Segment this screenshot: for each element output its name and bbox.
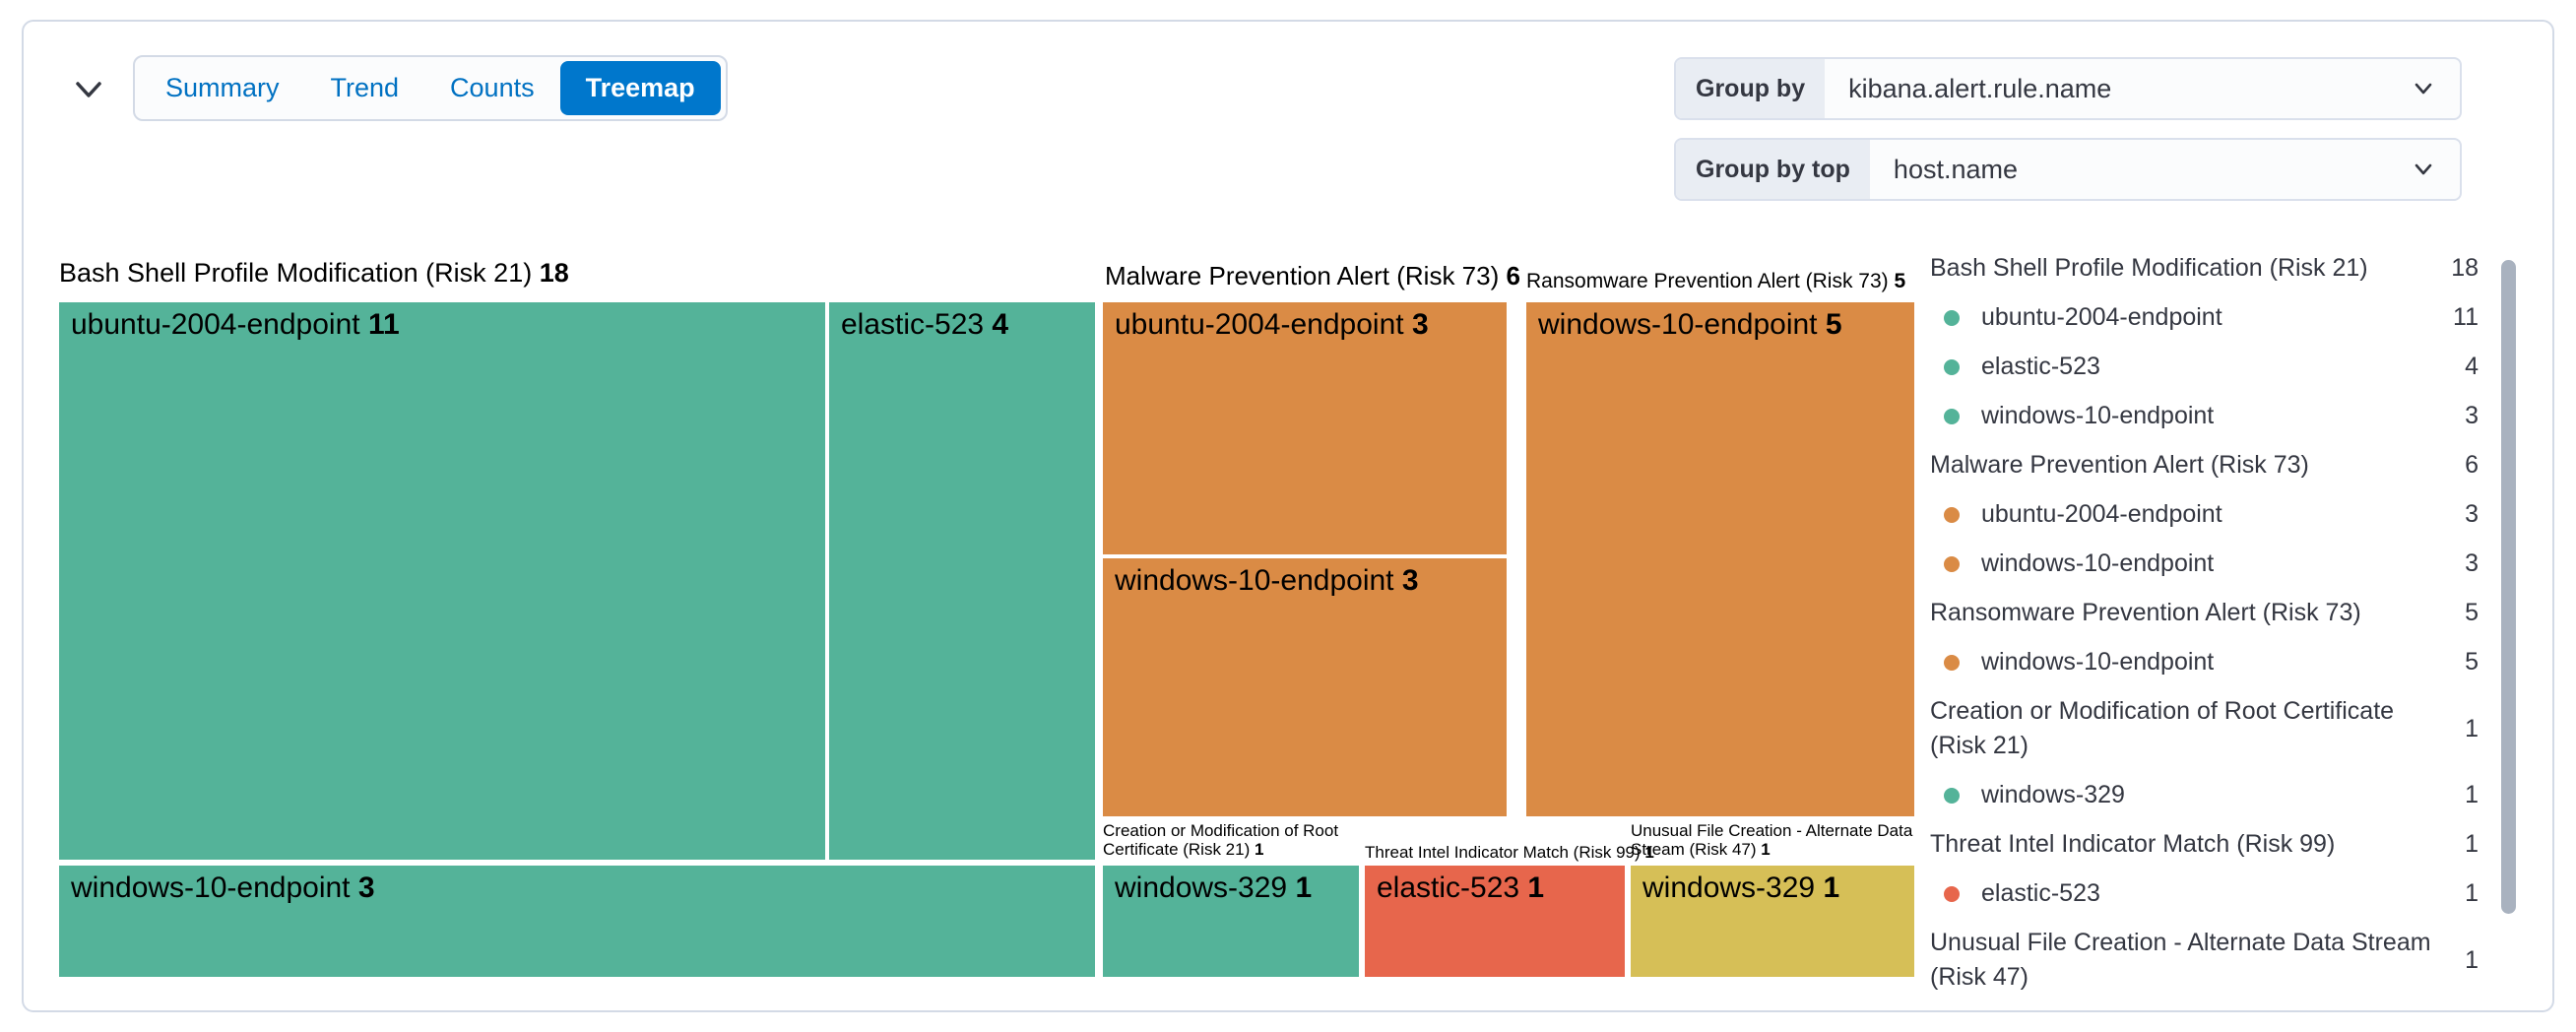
treemap-group-title: Unusual File Creation - Alternate Data S… bbox=[1631, 821, 1913, 860]
treemap-group-title: Malware Prevention Alert (Risk 73) 6 bbox=[1105, 261, 1520, 290]
group-by-value: kibana.alert.rule.name bbox=[1848, 73, 2112, 103]
treemap-tile[interactable]: ubuntu-2004-endpoint 3 bbox=[1103, 302, 1507, 554]
view-selector-tabgroup: Summary Trend Counts Treemap bbox=[133, 55, 728, 121]
chevron-down-icon bbox=[2409, 140, 2460, 199]
treemap-group-title: Threat Intel Indicator Match (Risk 99) 1 bbox=[1365, 843, 1654, 862]
legend-dot bbox=[1944, 787, 1960, 804]
legend-group-row: Unusual File Creation - Alternate Data S… bbox=[1930, 929, 2479, 991]
treemap-tile[interactable]: windows-10-endpoint 5 bbox=[1526, 302, 1914, 816]
legend-dot bbox=[1944, 408, 1960, 424]
group-by-label: Group by bbox=[1676, 59, 1826, 118]
chevron-down-icon bbox=[69, 70, 108, 112]
legend-dot bbox=[1944, 309, 1960, 326]
treemap-group-title: Ransomware Prevention Alert (Risk 73) 5 bbox=[1526, 270, 1906, 292]
legend-item-row: elastic-523 4 bbox=[1930, 350, 2479, 384]
legend-item-row: ubuntu-2004-endpoint 11 bbox=[1930, 300, 2479, 335]
treemap-tile[interactable]: windows-10-endpoint 3 bbox=[59, 866, 1095, 977]
group-by-top-value: host.name bbox=[1893, 154, 2018, 184]
treemap-tile[interactable]: windows-10-endpoint 3 bbox=[1103, 558, 1507, 816]
group-by-top-label: Group by top bbox=[1676, 140, 1870, 199]
legend-group-row: Bash Shell Profile Modification (Risk 21… bbox=[1930, 254, 2479, 282]
treemap-tile[interactable]: windows-329 1 bbox=[1103, 866, 1359, 977]
tab-counts[interactable]: Counts bbox=[424, 61, 560, 115]
treemap-tile[interactable]: windows-329 1 bbox=[1631, 866, 1914, 977]
legend-dot bbox=[1944, 358, 1960, 375]
legend-group-row: Malware Prevention Alert (Risk 73) 6 bbox=[1930, 451, 2479, 479]
group-by-select[interactable]: Group by kibana.alert.rule.name bbox=[1674, 57, 2462, 120]
group-by-top-select[interactable]: Group by top host.name bbox=[1674, 138, 2462, 201]
legend-dot bbox=[1944, 506, 1960, 523]
chevron-down-icon bbox=[2409, 59, 2460, 118]
legend-item-row: windows-329 1 bbox=[1930, 778, 2479, 812]
legend-item-row: ubuntu-2004-endpoint 3 bbox=[1930, 497, 2479, 532]
tab-treemap[interactable]: Treemap bbox=[559, 61, 721, 115]
legend-group-row: Ransomware Prevention Alert (Risk 73) 5 bbox=[1930, 599, 2479, 626]
legend-item-row: windows-10-endpoint 3 bbox=[1930, 399, 2479, 433]
tab-trend[interactable]: Trend bbox=[305, 61, 425, 115]
treemap-tile[interactable]: ubuntu-2004-endpoint 11 bbox=[59, 302, 825, 860]
legend-dot bbox=[1944, 885, 1960, 902]
treemap-tile[interactable]: elastic-523 4 bbox=[829, 302, 1095, 860]
legend-group-row: Threat Intel Indicator Match (Risk 99) 1 bbox=[1930, 830, 2479, 858]
legend-dot bbox=[1944, 654, 1960, 671]
legend-item-row: windows-10-endpoint 5 bbox=[1930, 645, 2479, 679]
legend-scrollbar-thumb[interactable] bbox=[2501, 260, 2516, 914]
treemap-tile[interactable]: elastic-523 1 bbox=[1365, 866, 1625, 977]
legend-item-row: windows-10-endpoint 3 bbox=[1930, 547, 2479, 581]
collapse-section-button[interactable] bbox=[67, 69, 110, 112]
treemap-legend: Bash Shell Profile Modification (Risk 21… bbox=[1930, 240, 2479, 995]
tab-summary[interactable]: Summary bbox=[140, 61, 305, 115]
treemap-group-title: Bash Shell Profile Modification (Risk 21… bbox=[59, 258, 569, 288]
alerts-visualization-panel: Summary Trend Counts Treemap Group by ki… bbox=[22, 20, 2554, 1012]
legend-item-row: elastic-523 1 bbox=[1930, 876, 2479, 911]
legend-group-row: Creation or Modification of Root Certifi… bbox=[1930, 697, 2479, 759]
treemap-group-title: Creation or Modification of Root Certifi… bbox=[1103, 821, 1339, 860]
legend-dot bbox=[1944, 555, 1960, 572]
